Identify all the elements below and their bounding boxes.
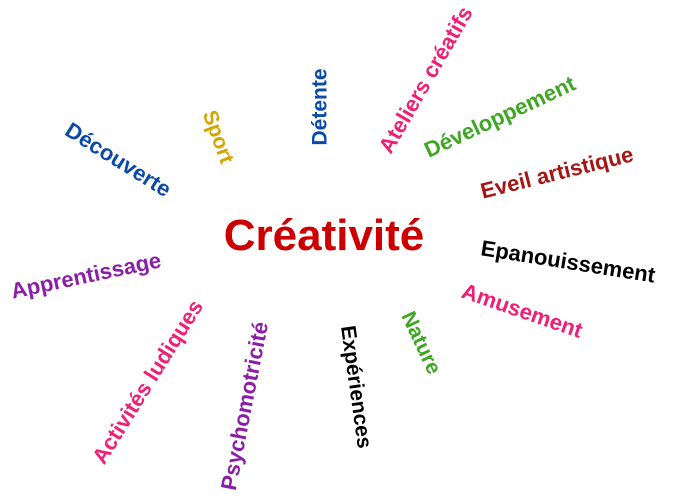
word-nature: Nature [396,307,446,379]
word-experiences: Expériences [336,324,376,450]
word-detente: Détente [308,68,332,146]
word-epanouissement: Epanouissement [479,235,657,288]
word-developpement: Développement [420,70,580,163]
word-sport: Sport [197,107,239,167]
word-decouverte: Découverte [60,117,176,202]
word-eveil-artistique: Eveil artistique [477,141,636,204]
word-psychomotricite: Psychomotricité [215,319,274,493]
word-activites-ludiques: Activités ludiques [87,295,209,469]
word-amusement: Amusement [458,278,586,343]
word-apprentissage: Apprentissage [8,247,164,304]
center-word-creativite: Créativité [223,211,425,260]
